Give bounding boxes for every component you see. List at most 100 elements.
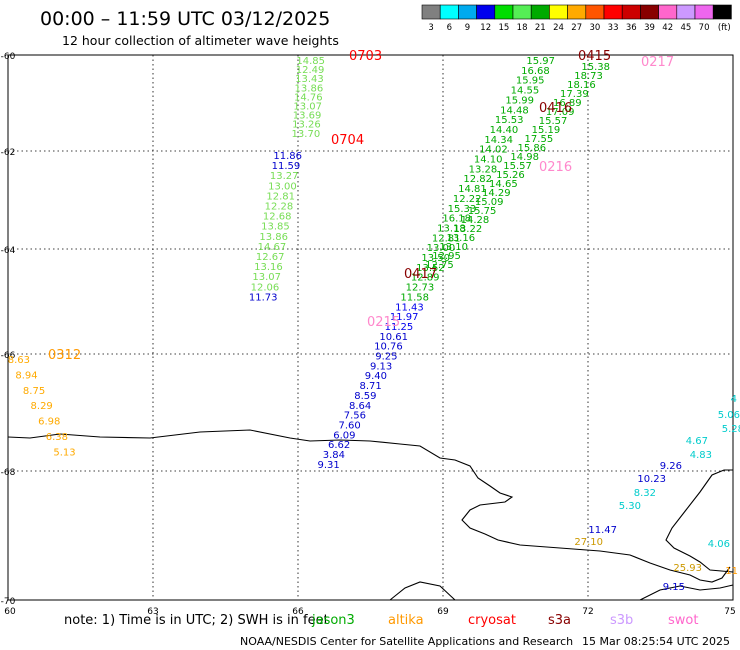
wave-height-value: 13.28	[469, 164, 498, 175]
wave-height-value: 13.00	[268, 181, 297, 192]
wave-height-value: 9.31	[317, 460, 339, 471]
wave-height-value: 8.63	[8, 355, 30, 366]
wave-height-value: 11	[725, 566, 738, 577]
wave-height-value: 13.18	[437, 223, 466, 234]
wave-height-value: 14.65	[489, 179, 518, 190]
wave-height-value: 13.10	[439, 242, 468, 253]
plot-frame	[7, 54, 734, 601]
wave-height-value: 14.76	[294, 92, 323, 103]
colorbar-swatch	[421, 4, 441, 20]
colorbar-swatch	[476, 4, 496, 20]
coastline-south	[389, 581, 734, 601]
wave-height-value: 15.19	[532, 125, 561, 136]
lat-tick-label: -70	[1, 597, 16, 607]
wave-height-value: 15.09	[475, 197, 504, 208]
wave-height-value: 13.22	[454, 224, 483, 235]
pass-label: 0217	[641, 55, 674, 70]
wave-height-value: 14.67	[258, 242, 287, 253]
track-teast: 45.065.284.674.839.2610.238.325.3011.472…	[574, 394, 740, 593]
wave-height-value: 13.26	[292, 120, 321, 131]
colorbar-label: 30	[589, 23, 600, 33]
colorbar-swatch	[494, 4, 514, 20]
track-t0703: 14.8512.4913.4313.8614.7613.0713.6913.26…	[292, 49, 383, 140]
wave-height-value: 5.13	[53, 447, 75, 458]
wave-height-value: 15.57	[539, 116, 568, 127]
wave-height-value: 6.62	[328, 440, 350, 451]
wave-height-value: 17.09	[546, 107, 575, 118]
colorbar-swatch	[658, 4, 678, 20]
satellite-label: altika	[388, 613, 424, 628]
colorbar-label: 36	[626, 23, 637, 33]
lat-lon-grid: 60 63 66 69 72 75-60-62-64-66-68-70	[1, 52, 736, 617]
colorbar-swatch	[439, 4, 459, 20]
wave-height-value: 15.57	[503, 161, 532, 172]
pass-label: 0704	[331, 133, 364, 148]
wave-height-value: 15.33	[448, 204, 477, 215]
wave-height-value: 13.16	[446, 233, 475, 244]
wave-height-value: 13.50	[421, 253, 450, 264]
colorbar-swatch	[530, 4, 550, 20]
colorbar-swatch	[676, 4, 696, 20]
colorbar-label: 45	[680, 23, 691, 33]
lon-tick-label: 60	[4, 607, 16, 617]
wave-height-value: 25.93	[673, 563, 702, 574]
wave-height-value: 5.30	[619, 501, 641, 512]
pass-label: 0215	[367, 315, 400, 330]
wave-height-value: 15.99	[505, 95, 534, 106]
wave-height-value: 18.16	[567, 80, 596, 91]
wave-height-value: 7.60	[338, 420, 360, 431]
colorbar-swatch	[549, 4, 568, 20]
wave-height-value: 17.39	[560, 89, 589, 100]
colorbar-label: 18	[517, 23, 528, 33]
colorbar-swatch	[640, 4, 659, 20]
wave-height-value: 11.25	[385, 322, 414, 333]
pass-label: 0312	[48, 348, 81, 363]
track-t0216: 0216	[539, 160, 572, 175]
colorbar-label: 70	[699, 23, 710, 33]
colorbar-label: 3	[428, 23, 433, 33]
wave-height-value: 11.59	[272, 161, 301, 172]
track-t0704: 11.8611.5913.2713.0012.8112.2812.6813.85…	[249, 133, 364, 303]
colorbar-label: 42	[662, 23, 673, 33]
pass-label: 0703	[349, 49, 382, 64]
wave-height-value: 16.89	[553, 98, 582, 109]
wave-height-value: 15.95	[516, 76, 545, 87]
wave-height-value: 12.82	[463, 174, 492, 185]
wave-height-value: 14.02	[479, 145, 508, 156]
wave-height-value: 3.84	[323, 450, 345, 461]
wave-height-value: 15.97	[526, 56, 555, 67]
wave-height-value: 11.73	[249, 292, 278, 303]
wave-height-value: 6.38	[46, 432, 68, 443]
wave-height-value: 12.67	[256, 252, 285, 263]
pass-label: 0216	[539, 160, 572, 175]
colorbar-label: 21	[535, 23, 546, 33]
wave-height-value: 8.64	[349, 401, 371, 412]
wave-height-value: 11.43	[395, 302, 424, 313]
wave-height-value: 11.86	[273, 151, 302, 162]
map-subtitle: 12 hour collection of altimeter wave hei…	[62, 33, 339, 48]
wave-height-value: 16.18	[442, 214, 471, 225]
wave-height-value: 13.07	[252, 272, 281, 283]
track-t0417: 0417	[404, 267, 437, 282]
wave-height-value: 13.43	[295, 74, 324, 85]
wave-height-value: 9.40	[365, 371, 387, 382]
wave-height-value: 9.25	[375, 352, 397, 363]
wave-height-value: 12.95	[432, 251, 461, 262]
satellite-label: swot	[668, 613, 698, 628]
wave-height-value: 13.16	[254, 262, 283, 273]
wave-height-value: 12.75	[425, 260, 454, 271]
track-t0415: 15.9716.6815.9514.5515.9914.4815.5314.40…	[317, 49, 611, 471]
colorbar-label: 33	[608, 23, 619, 33]
wave-height-value: 14.28	[461, 215, 490, 226]
pass-label: 0415	[578, 49, 611, 64]
wave-height-value: 4.67	[686, 436, 708, 447]
wave-height-value: 14.81	[458, 184, 487, 195]
wave-height-value: 10.23	[637, 474, 666, 485]
colorbar-label: 9	[465, 23, 470, 33]
wave-height-value: 11.97	[390, 312, 419, 323]
wave-height-value: 27.10	[574, 537, 603, 548]
track-t0217: 0217	[641, 55, 674, 70]
wave-height-value: 13.69	[293, 111, 322, 122]
wave-height-value: 16.68	[521, 66, 550, 77]
